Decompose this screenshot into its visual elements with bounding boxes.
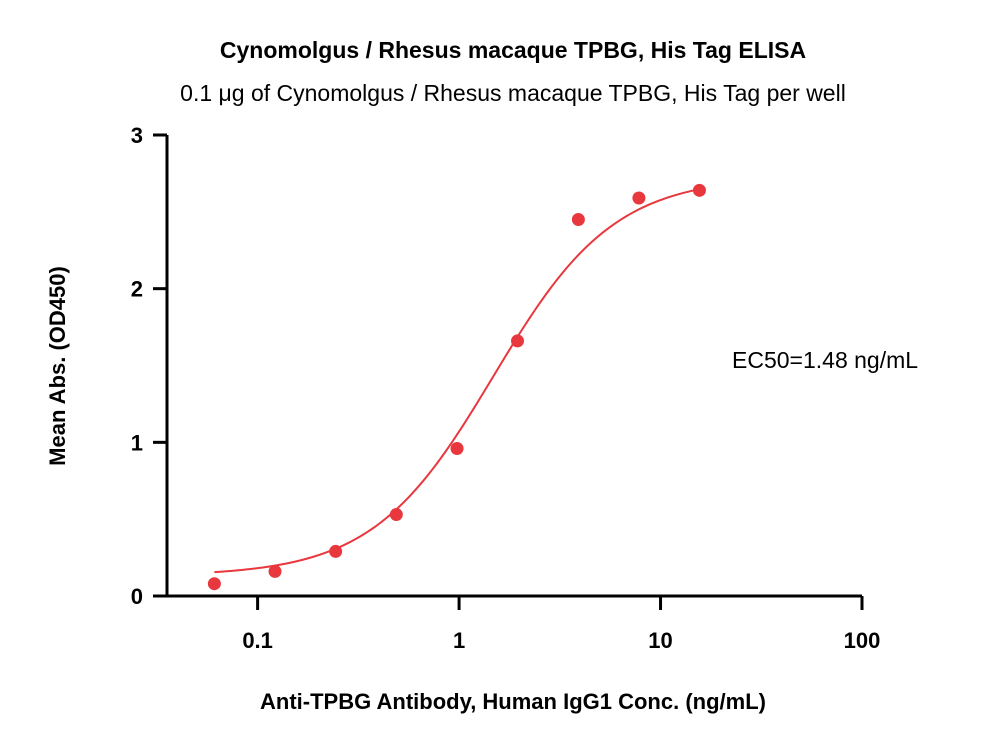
data-point	[268, 564, 282, 578]
data-point	[329, 544, 343, 558]
x-tick-label: 0.1	[242, 628, 273, 653]
ec50-annotation: EC50=1.48 ng/mL	[732, 347, 918, 373]
data-point	[571, 213, 585, 227]
axes	[165, 135, 862, 598]
data-point	[692, 183, 706, 197]
x-tick-label: 100	[844, 628, 881, 653]
y-tick-label: 0	[131, 584, 143, 609]
data-points	[207, 183, 706, 591]
fit-curve	[214, 188, 700, 574]
y-tick-label: 1	[131, 430, 143, 455]
chart-title: Cynomolgus / Rhesus macaque TPBG, His Ta…	[220, 37, 806, 63]
x-tick-label: 1	[453, 628, 465, 653]
y-axis-label: Mean Abs. (OD450)	[45, 266, 70, 466]
y-tick-label: 3	[131, 123, 143, 148]
data-point	[450, 441, 464, 455]
data-point	[632, 191, 646, 205]
y-tick-label: 2	[131, 277, 143, 302]
x-axis-label: Anti-TPBG Antibody, Human IgG1 Conc. (ng…	[260, 689, 766, 714]
data-point	[207, 577, 221, 591]
x-ticks: 0.1 1 10 100	[242, 596, 880, 653]
chart-subtitle: 0.1 μg of Cynomolgus / Rhesus macaque TP…	[180, 80, 846, 106]
y-ticks: 0 1 2 3	[131, 123, 167, 609]
x-tick-label: 10	[648, 628, 672, 653]
data-point	[511, 334, 525, 348]
data-point	[389, 508, 403, 522]
